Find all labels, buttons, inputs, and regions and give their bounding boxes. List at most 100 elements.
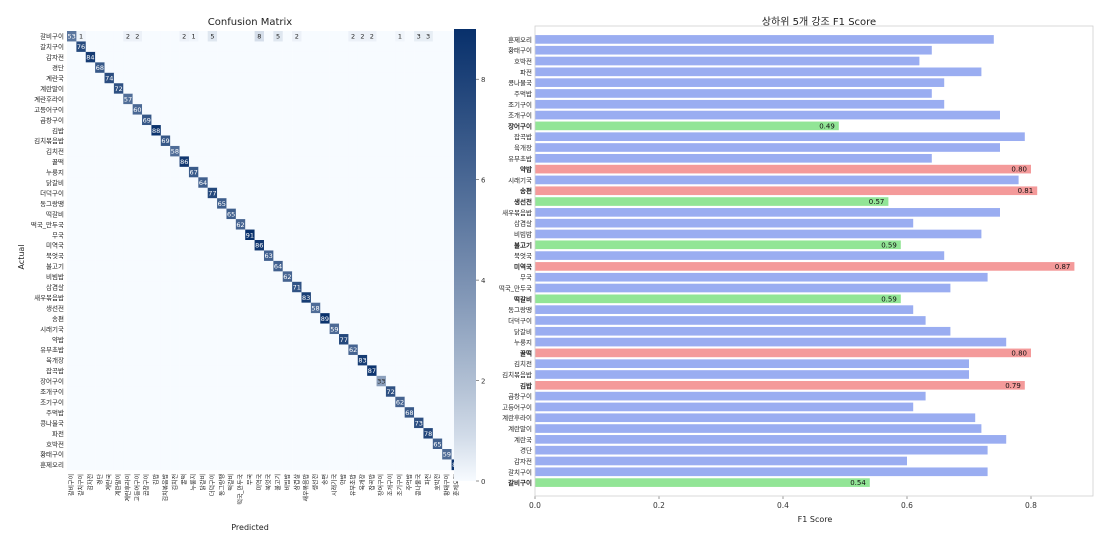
cm-cell <box>160 354 171 366</box>
cm-cell <box>76 417 86 429</box>
cm-cell <box>348 145 358 157</box>
cm-cell <box>310 62 321 73</box>
cm-cell <box>395 354 405 366</box>
cm-cell <box>123 72 133 84</box>
cm-cell <box>188 449 199 460</box>
cm-cell <box>385 417 396 429</box>
cm-cell <box>339 104 349 115</box>
cm-col-label: 계란국 <box>105 473 113 490</box>
f1-category-label: 비빔밥 <box>514 229 532 238</box>
cm-cell <box>348 281 358 293</box>
cm-cell <box>217 354 227 366</box>
cm-cell <box>95 177 105 188</box>
colorbar-tick-label: 2 <box>481 378 485 386</box>
cm-cell <box>76 344 86 356</box>
cm-cell <box>245 240 255 251</box>
cm-cell-value: 72 <box>114 85 122 93</box>
cm-cell <box>423 260 434 272</box>
cm-cell <box>160 459 171 471</box>
cm-cell <box>85 135 96 147</box>
cm-cell <box>85 145 96 157</box>
cm-cell <box>188 229 199 241</box>
cm-cell <box>404 313 415 324</box>
cm-cell <box>320 187 330 199</box>
cm-cell <box>404 114 415 126</box>
cm-cell <box>104 260 115 272</box>
cm-cell <box>67 428 77 439</box>
cm-cell <box>385 177 396 188</box>
f1-value-label: 0.81 <box>1018 187 1034 195</box>
cm-cell <box>123 104 133 115</box>
cm-cell <box>104 281 115 293</box>
cm-cell <box>282 271 293 282</box>
cm-cell <box>95 334 105 345</box>
cm-cell <box>329 417 340 429</box>
cm-cell <box>423 229 434 241</box>
cm-row-label: 주먹밥 <box>46 408 64 417</box>
cm-cell <box>301 219 312 230</box>
cm-cell <box>142 166 152 178</box>
cm-cell <box>76 125 86 136</box>
cm-cell <box>198 449 208 460</box>
cm-cell <box>188 135 199 147</box>
cm-cell <box>357 93 368 105</box>
cm-cell <box>329 313 340 324</box>
cm-cell <box>339 177 349 188</box>
cm-cell <box>123 83 133 94</box>
cm-cell <box>188 386 199 397</box>
cm-col-label: 황태구이 <box>443 474 451 496</box>
cm-cell <box>432 125 443 136</box>
cm-cell <box>235 281 246 293</box>
cm-cell <box>367 31 377 42</box>
cm-cell <box>226 51 237 63</box>
cm-cell <box>320 271 330 282</box>
cm-cell <box>442 459 452 471</box>
cm-cell <box>142 292 152 303</box>
cm-cell <box>207 386 218 397</box>
cm-cell-value: 87 <box>368 367 376 375</box>
cm-cell <box>142 271 152 282</box>
cm-cell <box>367 302 377 314</box>
cm-cell <box>310 396 321 408</box>
cm-cell <box>160 260 171 272</box>
cm-cell <box>263 354 274 366</box>
cm-cell <box>282 229 293 241</box>
cm-cell <box>357 354 368 366</box>
cm-cell <box>188 114 199 126</box>
cm-cell <box>104 72 115 84</box>
cm-cell <box>329 62 340 73</box>
f1-xtick-label: 0.6 <box>901 501 913 510</box>
cm-cell <box>385 428 396 439</box>
f1-title: 상하위 5개 강조 F1 Score <box>762 15 876 28</box>
cm-cell <box>76 386 86 397</box>
cm-cell <box>207 271 218 282</box>
f1-bar <box>535 35 994 44</box>
cm-cell <box>160 41 171 53</box>
cm-cell <box>357 145 368 157</box>
cm-cell <box>85 125 96 136</box>
cm-cell <box>310 428 321 439</box>
cm-cell <box>76 407 86 418</box>
cm-cell <box>376 72 387 84</box>
cm-cell <box>179 407 190 418</box>
cm-cell <box>404 354 415 366</box>
cm-cell <box>160 135 171 147</box>
cm-cell <box>170 187 180 199</box>
cm-cell <box>320 72 330 84</box>
cm-cell <box>170 459 180 471</box>
cm-cell <box>301 104 312 115</box>
cm-cell <box>142 407 152 418</box>
cm-cell <box>310 208 321 220</box>
cm-cell <box>273 166 283 178</box>
f1-category-label: 육개장 <box>514 143 532 152</box>
cm-cell <box>273 459 283 471</box>
cm-cell <box>348 407 358 418</box>
cm-cell <box>226 313 237 324</box>
cm-cell <box>67 271 77 282</box>
cm-cell <box>301 428 312 439</box>
cm-row-label: 꿀떡 <box>52 157 64 166</box>
f1-bar <box>535 316 926 325</box>
cm-cell <box>432 428 443 439</box>
cm-cell <box>217 323 227 335</box>
cm-cell <box>329 292 340 303</box>
